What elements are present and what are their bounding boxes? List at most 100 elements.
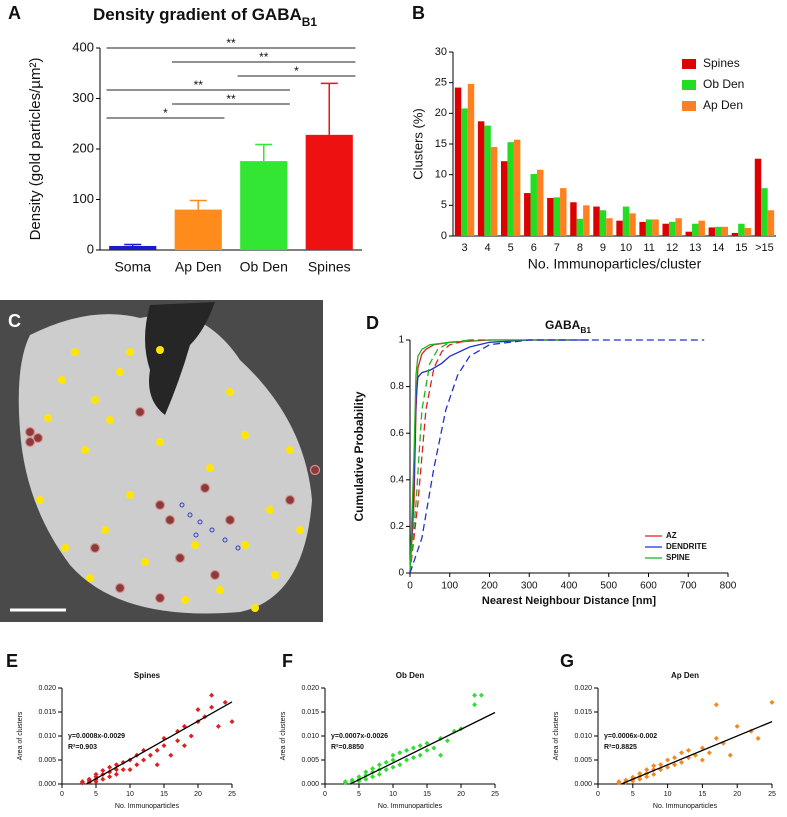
y-tick-label: 0.2 <box>390 521 404 532</box>
point <box>444 738 450 744</box>
y-axis-label: Density (gold particles/µm²) <box>27 58 44 241</box>
y-tick-label: 0 <box>441 230 447 242</box>
bar <box>484 125 491 236</box>
x-tick-label: 20 <box>194 791 202 798</box>
point <box>370 774 376 780</box>
y-tick-label: 0.005 <box>301 757 319 764</box>
equation: y=0.0006x-0.002 <box>604 733 657 740</box>
y-tick-label: 0.6 <box>390 428 404 439</box>
point <box>390 752 396 758</box>
x-tick-label: 6 <box>531 242 537 254</box>
point <box>397 750 403 756</box>
significance-label: ** <box>226 36 236 50</box>
bar <box>685 231 693 236</box>
y-tick-label: 0.8 <box>390 381 404 392</box>
point <box>769 699 775 705</box>
x-tick-label: 7 <box>554 242 560 254</box>
x-axis-label: No. Immunoparticles <box>378 803 443 810</box>
bar <box>629 213 636 236</box>
x-tick-label: 5 <box>631 791 635 798</box>
point <box>209 704 215 710</box>
x-tick-label: 15 <box>423 791 431 798</box>
bar <box>530 174 537 236</box>
micrograph <box>0 300 323 622</box>
point <box>651 763 657 769</box>
x-tick-label: 25 <box>491 791 499 798</box>
bar <box>738 223 745 236</box>
y-tick-label: 0.005 <box>38 757 56 764</box>
point <box>107 764 113 770</box>
bar <box>513 139 521 236</box>
x-tick-label: 0 <box>323 791 327 798</box>
point <box>616 779 622 785</box>
x-tick-label: 10 <box>664 791 672 798</box>
point <box>141 757 147 763</box>
legend-label: Ob Den <box>703 77 744 91</box>
x-axis-label: Nearest Neighbour Distance [nm] <box>482 595 657 607</box>
x-tick-label: 10 <box>620 242 632 254</box>
chart-title: Ap Den <box>671 671 699 680</box>
y-tick-label: 30 <box>435 46 447 58</box>
x-tick-label: 15 <box>699 791 707 798</box>
legend-swatch <box>682 101 696 111</box>
x-tick-label: 0 <box>60 791 64 798</box>
cluster-particles <box>24 406 321 604</box>
x-axis-label: No. Immunoparticles <box>653 803 718 810</box>
point <box>120 767 126 773</box>
legend-label: AZ <box>666 531 677 540</box>
x-tick-label: 15 <box>160 791 168 798</box>
bar <box>639 221 646 236</box>
significance-label: * <box>163 106 168 120</box>
chart-title: Ob Den <box>396 671 425 680</box>
bar <box>754 158 762 236</box>
x-tick-label: 5 <box>357 791 361 798</box>
y-tick-label: 10 <box>435 169 447 181</box>
x-tick-label: Ob Den <box>240 259 288 275</box>
point <box>431 745 437 751</box>
point <box>147 752 153 758</box>
point <box>363 769 369 775</box>
x-tick-label: 0 <box>596 791 600 798</box>
y-tick-label: 0.4 <box>390 474 404 485</box>
point <box>175 738 181 744</box>
point <box>713 702 719 708</box>
title-text: Density gradient of GABA <box>93 5 302 24</box>
point <box>86 776 92 782</box>
point <box>637 770 643 776</box>
x-tick-label: Ap Den <box>175 259 222 275</box>
x-tick-label: 8 <box>577 242 583 254</box>
point <box>404 747 410 753</box>
x-tick-label: 11 <box>643 242 654 254</box>
bar <box>761 188 768 236</box>
point <box>370 766 376 772</box>
significance-label: ** <box>259 50 269 64</box>
y-tick-label: 200 <box>72 140 94 155</box>
point <box>188 733 194 739</box>
bar <box>500 161 508 236</box>
point <box>390 764 396 770</box>
point <box>417 743 423 749</box>
x-tick-label: 3 <box>461 242 467 254</box>
legend-label: Ap Den <box>703 98 743 112</box>
point <box>417 752 423 758</box>
fit-line <box>349 711 496 785</box>
dashed-curve <box>409 339 490 574</box>
bar <box>507 142 514 236</box>
point <box>134 762 140 768</box>
x-tick-label: 400 <box>561 581 578 592</box>
bar <box>675 218 682 236</box>
curve <box>409 339 569 574</box>
x-tick-label: 10 <box>126 791 134 798</box>
x-tick-label: Soma <box>114 259 151 275</box>
point <box>658 762 664 768</box>
point <box>390 757 396 763</box>
point <box>685 747 691 753</box>
x-tick-label: 9 <box>600 242 606 254</box>
bar <box>593 206 600 236</box>
y-tick-label: 0.005 <box>574 757 592 764</box>
equation: y=0.0008x-0.0029 <box>68 733 125 740</box>
title-subscript: B1 <box>580 325 591 335</box>
gold-particles <box>36 346 304 612</box>
y-tick-label: 0.000 <box>301 781 319 788</box>
